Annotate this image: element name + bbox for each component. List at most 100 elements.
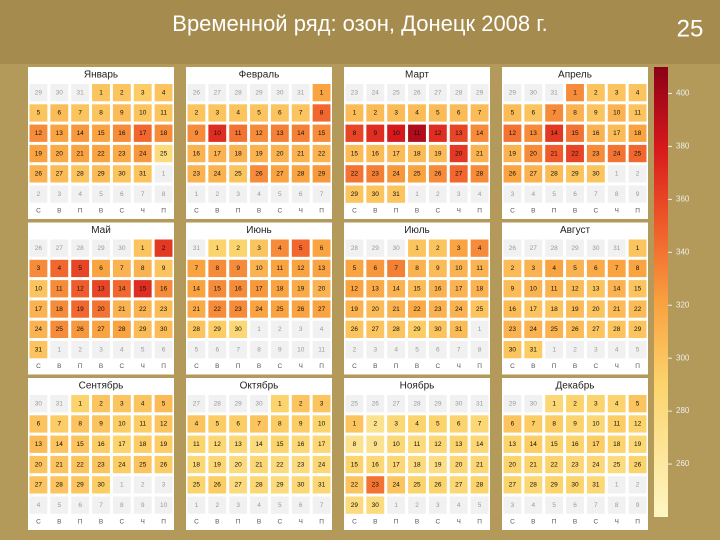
day-label: 16 xyxy=(97,441,105,448)
day-cell xyxy=(112,395,131,413)
day-label: 5 xyxy=(78,265,82,272)
colorbar-tick-label: 380 xyxy=(676,142,690,151)
day-label: 21 xyxy=(551,150,559,157)
day-label: 2 xyxy=(99,400,103,407)
day-cell xyxy=(428,320,447,338)
day-cell xyxy=(524,280,543,298)
day-cell xyxy=(112,165,131,183)
day-cell xyxy=(470,239,489,257)
day-label: 25 xyxy=(351,400,359,407)
day-label: 9 xyxy=(636,502,640,509)
day-cell xyxy=(29,259,48,278)
day-cell xyxy=(607,395,626,413)
day-cell xyxy=(112,320,131,338)
day-label: 4 xyxy=(162,89,166,96)
day-label: 23 xyxy=(297,461,305,468)
day-label: 27 xyxy=(214,89,222,96)
day-label: 6 xyxy=(278,110,282,117)
day-cell xyxy=(187,124,206,142)
day-label: 27 xyxy=(530,245,538,252)
day-cell xyxy=(133,124,152,142)
day-cell xyxy=(208,320,227,338)
weekday-label: П xyxy=(477,519,482,526)
day-label: 18 xyxy=(235,150,243,157)
day-label: 6 xyxy=(511,421,515,428)
day-label: 26 xyxy=(35,171,43,178)
day-cell xyxy=(112,104,131,122)
day-label: 21 xyxy=(56,461,64,468)
empty-day xyxy=(312,496,331,514)
day-cell xyxy=(566,435,584,453)
day-label: 28 xyxy=(551,245,559,252)
day-cell xyxy=(449,104,468,122)
empty-day xyxy=(408,185,426,203)
empty-day xyxy=(566,185,584,203)
empty-day xyxy=(470,320,489,338)
day-label: 10 xyxy=(592,421,600,428)
day-cell xyxy=(503,415,522,433)
day-cell xyxy=(154,455,173,474)
day-cell xyxy=(345,185,364,203)
day-label: 28 xyxy=(476,482,484,489)
day-cell xyxy=(366,415,385,433)
empty-day xyxy=(586,239,605,257)
day-label: 19 xyxy=(77,306,85,313)
colorbar-tick-label: 360 xyxy=(676,194,690,203)
empty-day xyxy=(387,239,406,257)
day-cell xyxy=(503,280,522,298)
day-label: 11 xyxy=(414,130,421,137)
day-cell xyxy=(208,300,227,318)
day-label: 26 xyxy=(509,245,517,252)
day-label: 9 xyxy=(162,265,166,272)
day-cell xyxy=(345,415,364,433)
day-label: 30 xyxy=(118,171,126,178)
day-label: 30 xyxy=(297,482,305,489)
day-label: 6 xyxy=(236,421,240,428)
empty-day xyxy=(586,496,605,514)
empty-day xyxy=(250,84,268,102)
day-cell xyxy=(92,435,110,453)
day-cell xyxy=(133,239,152,257)
day-cell xyxy=(229,300,248,318)
weekday-label: В xyxy=(415,363,419,370)
day-cell xyxy=(586,280,605,298)
day-cell xyxy=(586,455,605,474)
day-label: 14 xyxy=(297,130,305,137)
day-label: 10 xyxy=(393,441,401,448)
day-label: 2 xyxy=(573,400,577,407)
day-label: 21 xyxy=(118,306,126,313)
day-cell xyxy=(291,435,310,453)
day-cell xyxy=(366,124,385,142)
day-label: 29 xyxy=(255,89,263,96)
day-cell xyxy=(607,320,626,338)
day-label: 1 xyxy=(120,482,124,489)
weekday-label: С xyxy=(278,363,283,370)
day-cell xyxy=(133,144,152,163)
day-label: 30 xyxy=(160,326,168,333)
day-label: 29 xyxy=(634,326,642,333)
weekday-label: С xyxy=(278,208,283,215)
day-cell xyxy=(470,165,489,183)
day-cell xyxy=(112,124,131,142)
weekday-label: С xyxy=(36,208,41,215)
month-name: Февраль xyxy=(239,70,280,81)
empty-day xyxy=(187,395,206,413)
day-cell xyxy=(408,476,426,494)
day-label: 11 xyxy=(193,441,200,448)
weekday-label: В xyxy=(415,519,419,526)
empty-day xyxy=(229,185,248,203)
colorbar-tick-label: 400 xyxy=(676,89,690,98)
empty-day xyxy=(607,185,626,203)
day-cell xyxy=(345,144,364,163)
day-label: 17 xyxy=(35,306,43,313)
day-cell xyxy=(112,415,131,433)
month-name: Октябрь xyxy=(240,380,279,392)
day-label: 29 xyxy=(476,89,484,96)
day-cell xyxy=(112,259,131,278)
day-label: 12 xyxy=(160,421,168,428)
day-cell xyxy=(50,259,69,278)
day-label: 23 xyxy=(372,482,380,489)
day-label: 13 xyxy=(530,130,538,137)
empty-day xyxy=(366,84,385,102)
day-label: 20 xyxy=(318,285,326,292)
